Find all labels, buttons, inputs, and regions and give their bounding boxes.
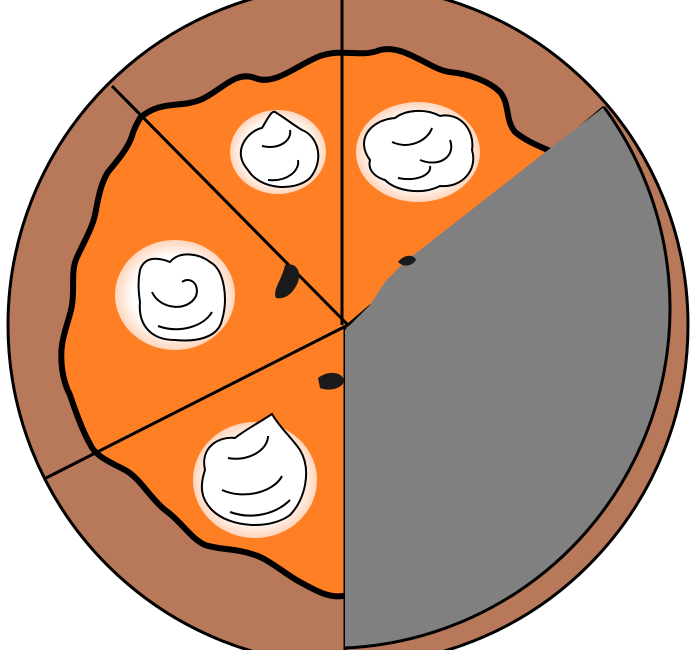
- whipped-cream-bottom-left: [193, 412, 317, 538]
- cut-line-upper-left: [110, 84, 350, 327]
- eaten-area: [345, 107, 671, 648]
- whipped-cream-left: [115, 240, 235, 350]
- whipped-cream-top-left: [230, 110, 326, 194]
- filling-mark-right: [398, 255, 416, 266]
- whipped-cream-top-right: [356, 102, 480, 202]
- cut-line-lower-left: [45, 323, 349, 480]
- pie-outline-right: [344, 106, 672, 650]
- filling-mark-lower: [318, 372, 344, 390]
- filling-mark-center: [275, 264, 300, 299]
